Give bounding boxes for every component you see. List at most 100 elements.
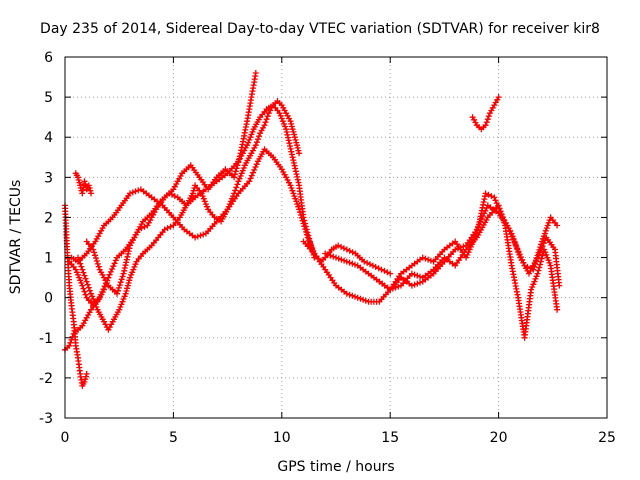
x-tick-label: 20 — [490, 430, 508, 446]
data-point — [118, 276, 125, 283]
chart-title: Day 235 of 2014, Sidereal Day-to-day VTE… — [40, 21, 600, 37]
data-point — [357, 295, 364, 302]
data-point — [234, 162, 241, 169]
data-point — [556, 282, 563, 289]
data-point — [93, 304, 100, 310]
data-point — [106, 271, 113, 278]
data-point — [249, 128, 256, 135]
data-point — [533, 273, 540, 280]
data-point — [349, 260, 356, 267]
data-point — [307, 239, 313, 246]
data-point — [67, 339, 74, 346]
data-point — [544, 222, 551, 229]
data-point — [531, 278, 538, 285]
data-point — [299, 217, 306, 224]
data-point — [297, 212, 304, 218]
data-point — [289, 126, 296, 133]
data-point — [289, 154, 296, 161]
data-point — [483, 119, 490, 126]
data-point — [285, 137, 292, 144]
data-point — [361, 258, 368, 265]
data-point — [69, 333, 76, 340]
data-point — [81, 272, 88, 279]
data-point — [131, 263, 138, 270]
data-point — [349, 292, 356, 299]
data-point — [414, 272, 421, 279]
data-point — [293, 198, 300, 205]
data-point — [232, 168, 239, 175]
y-tick-label: 0 — [44, 291, 53, 307]
data-point — [381, 267, 388, 274]
data-point — [352, 293, 358, 300]
series-track-j — [376, 202, 561, 341]
data-point — [93, 258, 100, 264]
grid — [65, 57, 607, 418]
y-tick-label: -3 — [39, 411, 53, 427]
data-point — [480, 199, 487, 205]
series-track-k — [469, 94, 502, 133]
data-point — [252, 142, 259, 149]
data-point — [534, 254, 541, 261]
data-point — [114, 290, 120, 297]
data-point — [79, 266, 86, 273]
data-point — [283, 126, 290, 133]
data-point — [417, 273, 423, 280]
data-point — [237, 173, 244, 179]
data-point — [484, 116, 491, 123]
data-point — [253, 161, 260, 168]
series-line — [324, 192, 561, 291]
data-point — [130, 266, 137, 273]
data-point — [90, 246, 97, 253]
data-point — [338, 243, 345, 250]
data-point — [232, 187, 239, 194]
data-point — [512, 241, 519, 248]
data-point — [463, 254, 470, 261]
data-point — [501, 219, 508, 226]
data-point — [343, 246, 350, 253]
data-point — [335, 255, 342, 262]
data-point — [288, 148, 295, 155]
data-point — [287, 118, 294, 125]
data-point — [118, 301, 125, 308]
data-point — [308, 242, 315, 249]
data-point — [330, 253, 337, 260]
data-point — [349, 249, 356, 256]
data-point — [248, 172, 255, 179]
series-track-c — [72, 170, 94, 197]
data-point — [68, 336, 75, 343]
data-point — [79, 282, 86, 289]
data-point — [246, 178, 253, 185]
data-point — [231, 171, 238, 178]
data-point — [256, 133, 262, 140]
data-point — [541, 246, 548, 253]
data-point — [123, 288, 130, 294]
data-point — [360, 296, 367, 303]
x-tick-label: 0 — [61, 430, 70, 446]
data-point — [485, 113, 492, 120]
data-point — [90, 296, 97, 302]
data-point — [72, 266, 79, 273]
data-point — [495, 94, 502, 101]
data-point — [164, 225, 171, 232]
data-point — [66, 342, 73, 349]
data-point — [204, 203, 210, 210]
data-point — [500, 216, 507, 223]
data-point — [554, 306, 561, 313]
data-point — [82, 181, 89, 187]
data-point — [367, 261, 373, 268]
y-tick-label: 2 — [44, 210, 53, 226]
data-point — [495, 202, 502, 209]
axes: 0 5 10 15 20 25 -3 -2 -1 0 1 2 3 4 5 6 — [39, 50, 616, 446]
data-point — [338, 256, 345, 263]
data-point — [537, 248, 544, 255]
series-track-i — [322, 190, 563, 293]
data-point — [414, 280, 421, 287]
data-point — [364, 259, 371, 266]
data-point — [411, 271, 418, 278]
data-point — [194, 233, 201, 240]
data-point — [534, 270, 541, 277]
data-point — [422, 255, 429, 262]
x-tick-label: 10 — [273, 430, 291, 446]
data-point — [127, 274, 133, 281]
